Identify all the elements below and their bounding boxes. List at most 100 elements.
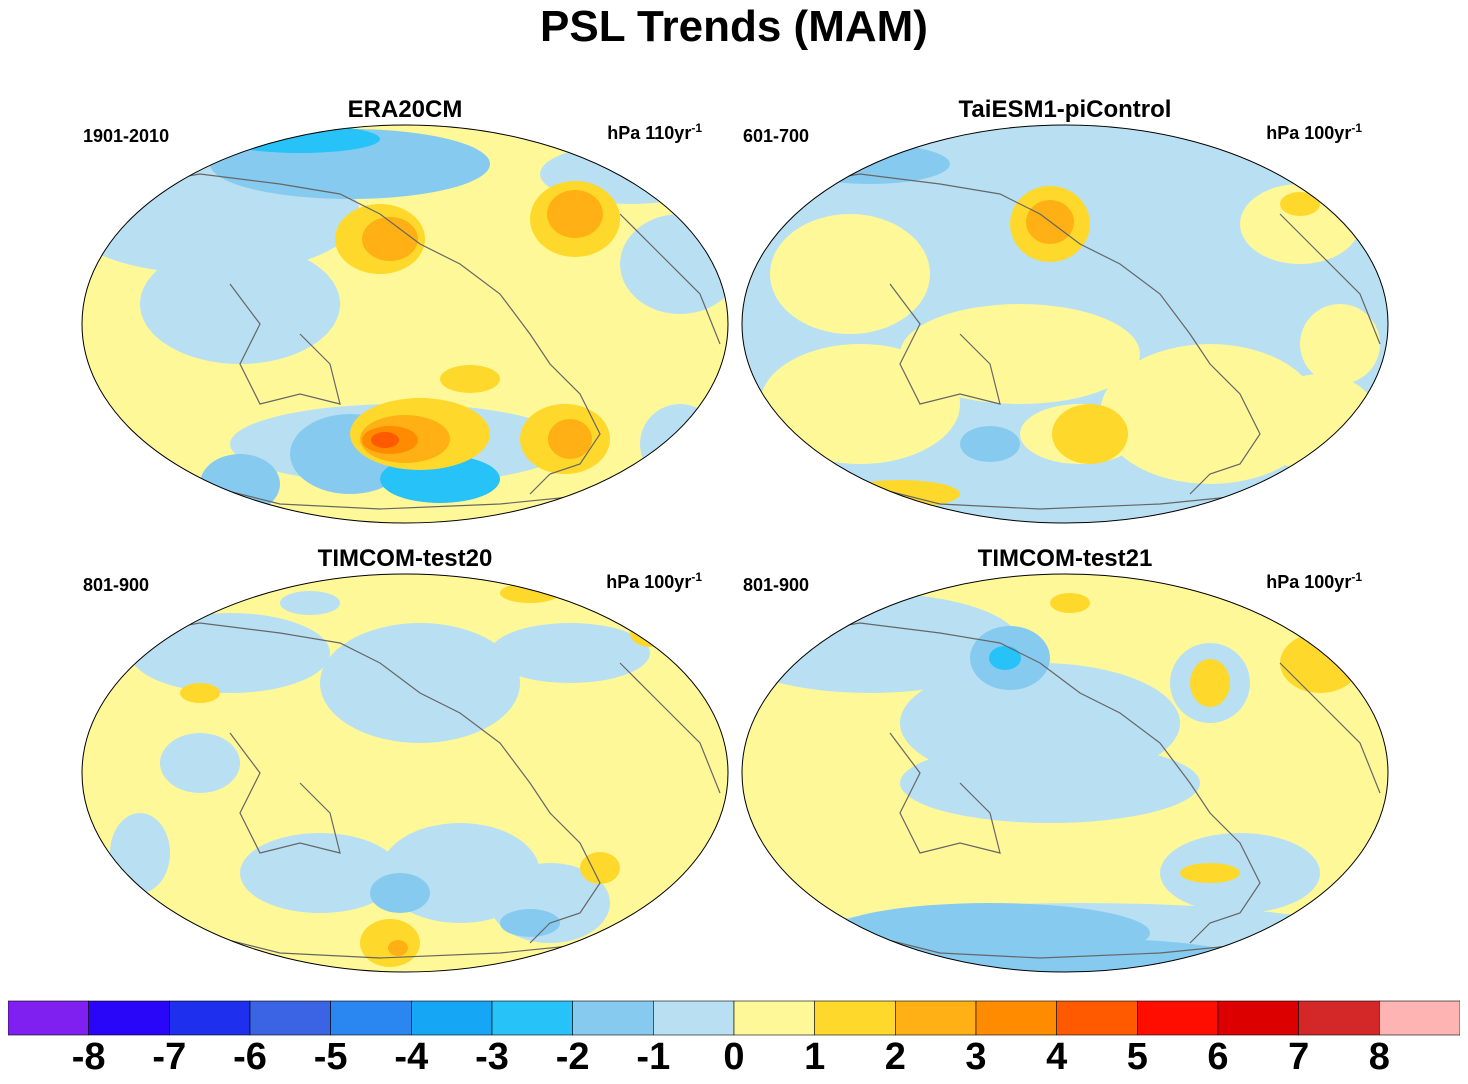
contour-region	[362, 217, 418, 261]
colorbar-tick-label: 1	[804, 1036, 826, 1078]
colorbar-swatch	[1056, 1000, 1138, 1036]
contour-region	[360, 919, 420, 967]
contour-region	[760, 344, 960, 464]
colorbar-tick-label: -7	[152, 1036, 187, 1078]
map-plot	[81, 124, 729, 524]
colorbar-swatch	[330, 1000, 412, 1036]
contour-region	[989, 646, 1021, 670]
map-border	[741, 124, 1389, 524]
colorbar-tick-label: -5	[313, 1036, 348, 1078]
contour-region	[580, 852, 620, 884]
colorbar-swatch	[572, 1000, 654, 1036]
contour-region	[180, 683, 220, 703]
panel-units: hPa 100yr-1	[1266, 570, 1362, 592]
contour-region	[1052, 404, 1128, 464]
contour-region	[900, 743, 1200, 823]
panel-title: ERA20CM	[347, 96, 463, 123]
contour-region	[640, 404, 720, 484]
contour-region	[160, 733, 240, 793]
coastline	[889, 283, 1001, 405]
colorbar-swatch	[1137, 1000, 1219, 1036]
colorbar	[8, 1000, 1460, 1036]
contour-region	[790, 144, 950, 184]
contour-region	[320, 623, 520, 743]
map-border	[81, 124, 729, 524]
colorbar-swatch	[88, 1000, 170, 1036]
map-plot	[741, 573, 1389, 973]
panel-period: 801-900	[83, 575, 150, 595]
contour-region	[1100, 344, 1320, 484]
contour-region	[130, 613, 330, 693]
coastline	[379, 213, 601, 495]
figure-title: PSL Trends (MAM)	[540, 2, 928, 51]
colorbar-swatch	[491, 1000, 573, 1036]
contour-region	[500, 909, 560, 937]
colorbar-tick-label: -3	[475, 1036, 509, 1078]
colorbar-swatch	[8, 1000, 89, 1036]
panel-units: hPa 100yr-1	[606, 570, 702, 592]
colorbar-tick-label: -1	[636, 1036, 671, 1078]
colorbar-swatch	[814, 1000, 896, 1036]
contour-region	[240, 833, 400, 913]
colorbar-tick-label: 5	[1126, 1036, 1148, 1078]
map-panel-era20cm: ERA20CM 1901-2010 hPa 110yr-1	[80, 96, 730, 524]
contour-region	[440, 365, 500, 393]
contour-region	[1050, 593, 1090, 613]
contour-region	[960, 426, 1020, 462]
map-panel-timcom-test20: TIMCOM-test20 801-900 hPa 100yr-1	[80, 545, 730, 973]
map-border	[81, 573, 729, 973]
panel-title: TaiESM1-piControl	[958, 96, 1172, 123]
colorbar-swatch	[895, 1000, 977, 1036]
coastline	[229, 732, 341, 854]
colorbar-tick-label: 8	[1368, 1036, 1390, 1078]
colorbar-swatch	[249, 1000, 331, 1036]
panel-title: TIMCOM-test20	[317, 545, 493, 572]
map-panel-taiesm1: TaiESM1-piControl 601-700 hPa 100yr-1	[740, 96, 1390, 524]
coastline	[199, 932, 601, 959]
panel-period: 601-700	[743, 126, 810, 146]
colorbar-tick-label: 4	[1046, 1036, 1068, 1078]
colorbar-swatch	[1217, 1000, 1299, 1036]
panel-period: 801-900	[743, 575, 810, 595]
panel-title: TIMCOM-test21	[977, 545, 1153, 572]
contour-region	[280, 591, 340, 615]
contour-region	[371, 432, 399, 448]
contour-region	[500, 583, 560, 603]
panel-period: 1901-2010	[83, 126, 170, 146]
contour-region	[490, 623, 650, 683]
map-plot	[741, 124, 1389, 524]
contour-region	[1280, 192, 1320, 216]
coastline	[859, 932, 1261, 959]
colorbar-tick-label: 0	[723, 1036, 745, 1078]
contour-region	[220, 125, 380, 153]
contour-region	[1300, 304, 1380, 384]
colorbar-tick-label: -8	[71, 1036, 106, 1078]
colorbar-swatch	[975, 1000, 1057, 1036]
coastline	[229, 283, 341, 405]
contour-region	[388, 940, 408, 956]
coastline	[1279, 662, 1381, 794]
colorbar-swatch	[169, 1000, 251, 1036]
colorbar-tick-label: 2	[884, 1036, 906, 1078]
panel-units: hPa 100yr-1	[1266, 121, 1362, 143]
map-plot	[81, 573, 729, 973]
colorbar-swatch	[733, 1000, 815, 1036]
contour-region	[770, 214, 930, 334]
colorbar-tick-label: 6	[1207, 1036, 1229, 1078]
colorbar-tick-label: -2	[555, 1036, 590, 1078]
coastline	[1039, 213, 1261, 495]
coastline	[619, 213, 721, 345]
coastline	[859, 483, 1261, 510]
contour-region	[900, 304, 1140, 404]
map-border	[741, 573, 1389, 973]
contour-region	[1180, 863, 1240, 883]
contour-region	[1190, 659, 1230, 707]
coastline	[619, 662, 721, 794]
colorbar-tick-label: -4	[394, 1036, 429, 1078]
colorbar-tick-label: 3	[965, 1036, 987, 1078]
coastline	[1279, 213, 1381, 345]
contour-region	[110, 813, 170, 893]
contour-region	[370, 873, 430, 913]
colorbar-swatch	[411, 1000, 493, 1036]
panel-units: hPa 110yr-1	[607, 121, 702, 143]
